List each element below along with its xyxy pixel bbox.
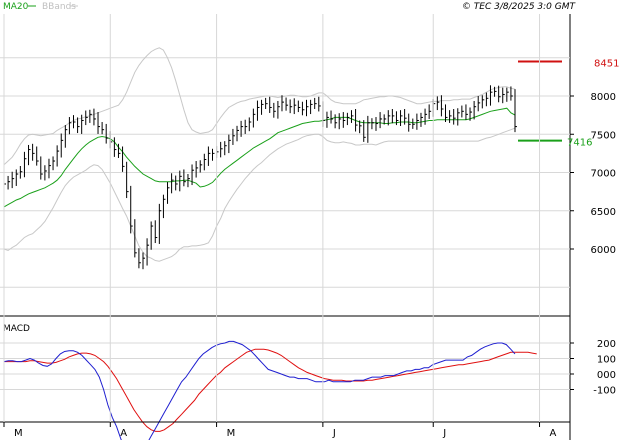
macd-tick-label: 000: [597, 370, 616, 381]
x-tick-label: M: [14, 428, 23, 439]
macd-tick-label: -100: [593, 386, 616, 397]
macd-panel: MACD 200 100 000 -100: [0, 324, 616, 440]
bband-upper-line: [3, 47, 516, 166]
price-tick-label: 6000: [591, 245, 616, 256]
price-tick-label: 7000: [591, 169, 616, 180]
legend-ma20: MA20: [3, 2, 29, 12]
x-tick-label: M: [227, 428, 236, 439]
timestamp: © TEC 3/8/2025 3:0 GMT: [462, 2, 577, 12]
signal-line: [4, 348, 537, 432]
price-tick-label: 7500: [591, 130, 616, 141]
price-panel: 6000 6500 7000 7500 8000 8451 7416: [0, 14, 619, 440]
header: MA20 BBands © TEC 3/8/2025 3:0 GMT: [3, 2, 576, 12]
price-tick-label: 6500: [591, 207, 616, 218]
x-tick-label: J: [332, 428, 336, 439]
ma20-line: [3, 107, 516, 208]
x-tick-label: J: [442, 428, 446, 439]
legend-bbands: BBands: [42, 2, 76, 12]
macd-tick-label: 100: [597, 355, 616, 366]
macd-title: MACD: [3, 324, 30, 334]
x-tick-label: A: [120, 428, 127, 439]
support-label: 7416: [567, 138, 592, 149]
price-tick-label: 8000: [591, 92, 616, 103]
bband-lower-line: [3, 127, 516, 262]
macd-tick-label: 200: [597, 339, 616, 350]
macd-line: [3, 340, 516, 440]
resistance-label: 8451: [594, 58, 619, 69]
x-tick-label: A: [550, 428, 557, 439]
